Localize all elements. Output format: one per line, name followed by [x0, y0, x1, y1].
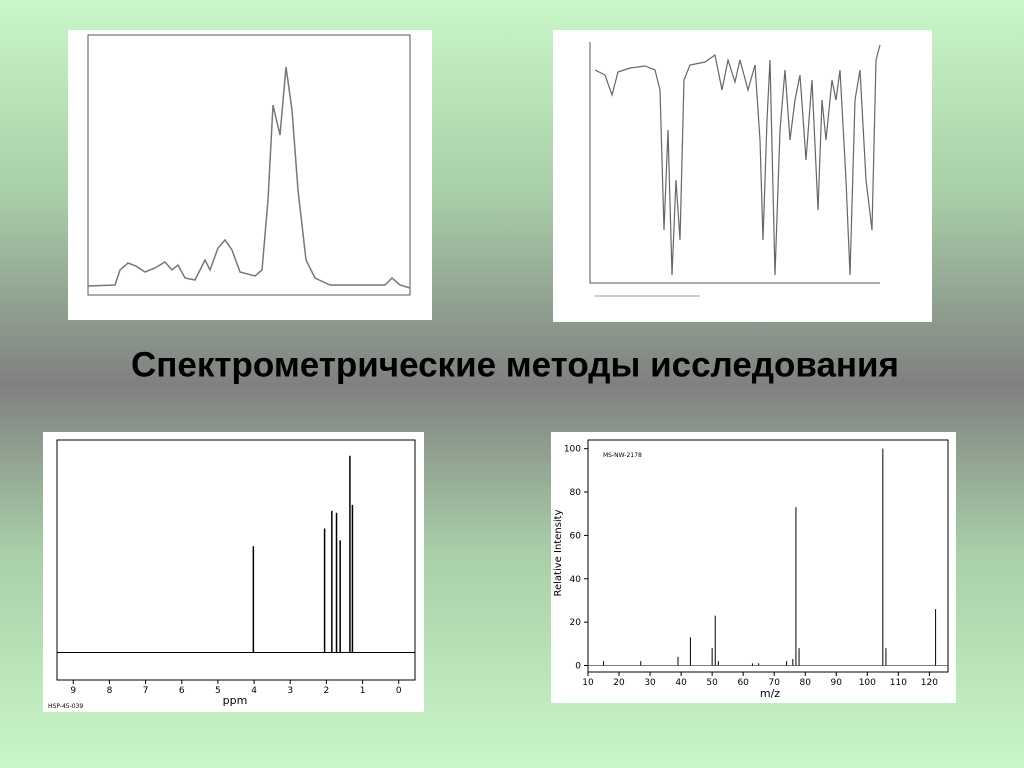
nmr-tick-label: 8 — [107, 686, 113, 696]
nmr-tick-label: 7 — [143, 686, 149, 696]
nmr-tick-label: 3 — [287, 686, 293, 696]
ms-y-tick-label: 20 — [570, 618, 582, 628]
ms-frame — [587, 439, 949, 673]
ms-x-tick-label: 110 — [890, 678, 907, 688]
ms-panel — [551, 432, 956, 703]
nmr-tick-label: 1 — [360, 686, 366, 696]
nmr-tick-label: 0 — [396, 686, 402, 696]
nmr-x-label: ppm — [223, 694, 248, 707]
ms-y-label: Relative Intensity — [553, 509, 564, 596]
ms-x-tick-label: 30 — [644, 678, 656, 688]
ms-x-label: m/z — [760, 687, 780, 700]
ms-x-tick-label: 70 — [768, 678, 780, 688]
ms-x-tick-label: 60 — [737, 678, 749, 688]
ms-x-tick-label: 40 — [675, 678, 687, 688]
nmr-tick-label: 5 — [215, 686, 221, 696]
ms-x-tick-label: 100 — [859, 678, 876, 688]
ms-y-tick-label: 0 — [575, 661, 581, 671]
uv-spectrum — [68, 30, 432, 320]
nmr-tick-label: 9 — [70, 686, 76, 696]
nmr-tick-label: 6 — [179, 686, 185, 696]
ir-spectrum — [553, 30, 932, 322]
ms-y-tick-label: 40 — [570, 575, 582, 585]
nmr-tick-label: 4 — [251, 686, 257, 696]
ms-y-tick-label: 60 — [570, 531, 582, 541]
slide-title: Спектрометрические методы исследования — [131, 345, 899, 384]
ms-x-tick-label: 120 — [921, 678, 938, 688]
ms-x-tick-label: 10 — [582, 678, 594, 688]
ms-x-tick-label: 80 — [800, 678, 812, 688]
nmr-code: HSP-45-039 — [48, 703, 83, 710]
nmr-panel — [43, 432, 424, 712]
ms-y-tick-label: 80 — [570, 488, 582, 498]
nmr-tick-label: 2 — [324, 686, 330, 696]
ms-x-tick-label: 50 — [706, 678, 718, 688]
ms-x-tick-label: 20 — [613, 678, 625, 688]
nmr-frame — [56, 439, 416, 681]
ms-x-tick-label: 90 — [831, 678, 843, 688]
ms-y-tick-label: 100 — [564, 445, 581, 455]
ms-code: MS-NW-2178 — [603, 452, 642, 459]
